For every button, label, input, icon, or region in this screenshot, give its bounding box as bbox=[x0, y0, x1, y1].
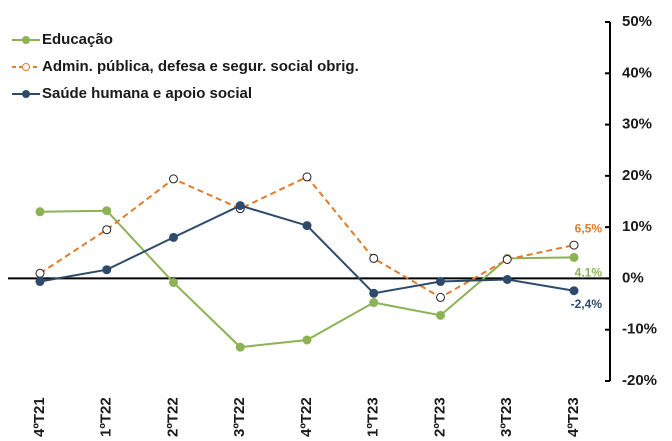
marker bbox=[302, 172, 312, 182]
y-tick-label: -20% bbox=[622, 372, 657, 389]
marker bbox=[35, 277, 45, 287]
marker bbox=[169, 232, 178, 242]
marker bbox=[569, 252, 579, 262]
series-line bbox=[39, 204, 575, 295]
y-tick-label: 20% bbox=[622, 167, 652, 184]
x-tick-label: 4ºT22 bbox=[298, 397, 315, 437]
legend-label: Saúde humana e apoio social bbox=[42, 85, 252, 102]
y-tick-label: 50% bbox=[622, 13, 652, 30]
y-tick-label: 10% bbox=[622, 218, 652, 235]
marker bbox=[102, 265, 112, 275]
marker bbox=[35, 268, 45, 278]
legend-marker bbox=[22, 36, 30, 44]
y-tick-label: 40% bbox=[622, 64, 652, 81]
x-tick-label: 1ºT23 bbox=[365, 397, 382, 437]
x-tick-label: 1ºT22 bbox=[98, 397, 115, 437]
x-tick-label: 3ºT23 bbox=[498, 397, 515, 437]
marker bbox=[235, 342, 245, 352]
value-label: 6,5% bbox=[575, 221, 603, 235]
x-tick-label: 4ºT23 bbox=[565, 397, 582, 437]
marker bbox=[369, 288, 379, 298]
x-tick-label: 3ºT22 bbox=[231, 397, 248, 437]
marker bbox=[35, 207, 45, 217]
marker bbox=[302, 221, 312, 231]
legend-marker bbox=[22, 90, 30, 98]
marker bbox=[169, 174, 178, 184]
marker bbox=[569, 286, 579, 296]
marker bbox=[436, 277, 445, 287]
value-label: 4,1% bbox=[575, 266, 603, 280]
y-tick-label: 30% bbox=[622, 116, 652, 133]
x-tick-label: 2ºT22 bbox=[164, 397, 181, 437]
marker bbox=[436, 292, 445, 302]
y-tick-label: 0% bbox=[622, 269, 644, 286]
marker bbox=[302, 335, 312, 345]
marker bbox=[235, 201, 245, 211]
marker bbox=[102, 225, 112, 235]
marker bbox=[369, 298, 379, 308]
marker bbox=[569, 240, 579, 250]
marker bbox=[436, 310, 445, 320]
marker bbox=[502, 274, 512, 284]
y-tick-label: -10% bbox=[622, 321, 657, 338]
marker bbox=[102, 206, 112, 216]
marker bbox=[369, 253, 379, 263]
marker bbox=[169, 278, 178, 288]
legend-marker bbox=[22, 63, 30, 71]
legend-label: Admin. pública, defesa e segur. social o… bbox=[42, 58, 359, 75]
value-label: -2,4% bbox=[571, 297, 603, 311]
x-tick-label: 2ºT23 bbox=[431, 397, 448, 437]
marker bbox=[502, 254, 512, 264]
legend-label: Educação bbox=[42, 31, 113, 48]
x-tick-label: 4ºT21 bbox=[31, 397, 48, 437]
